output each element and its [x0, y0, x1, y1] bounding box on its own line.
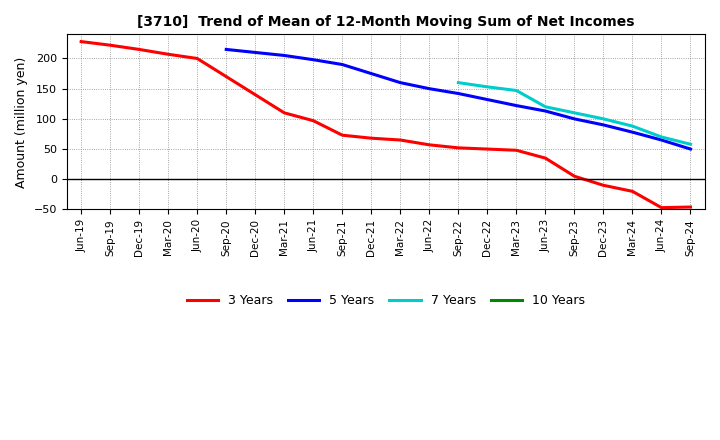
- 3 Years: [222, 74, 230, 79]
- 5 Years: [367, 71, 376, 76]
- 5 Years: [454, 91, 463, 96]
- 7 Years: [657, 134, 666, 139]
- 5 Years: [396, 80, 405, 85]
- 3 Years: [77, 39, 86, 44]
- 3 Years: [193, 56, 202, 61]
- 7 Years: [541, 104, 550, 110]
- 7 Years: [512, 88, 521, 93]
- 3 Years: [425, 142, 433, 147]
- 5 Years: [657, 137, 666, 143]
- 5 Years: [541, 108, 550, 114]
- 5 Years: [222, 47, 230, 52]
- 3 Years: [106, 43, 114, 48]
- 7 Years: [483, 84, 492, 89]
- 5 Years: [686, 147, 695, 152]
- 3 Years: [367, 136, 376, 141]
- Title: [3710]  Trend of Mean of 12-Month Moving Sum of Net Incomes: [3710] Trend of Mean of 12-Month Moving …: [137, 15, 634, 29]
- 7 Years: [686, 142, 695, 147]
- 3 Years: [657, 205, 666, 210]
- 5 Years: [599, 122, 608, 128]
- 5 Years: [309, 57, 318, 62]
- 5 Years: [628, 129, 636, 135]
- Line: 3 Years: 3 Years: [81, 41, 690, 208]
- 5 Years: [251, 50, 260, 55]
- 7 Years: [599, 116, 608, 121]
- 3 Years: [338, 132, 346, 138]
- 3 Years: [570, 174, 579, 179]
- 5 Years: [570, 116, 579, 121]
- 3 Years: [599, 183, 608, 188]
- Line: 5 Years: 5 Years: [226, 49, 690, 149]
- Y-axis label: Amount (million yen): Amount (million yen): [15, 56, 28, 187]
- Legend: 3 Years, 5 Years, 7 Years, 10 Years: 3 Years, 5 Years, 7 Years, 10 Years: [181, 289, 590, 312]
- 3 Years: [512, 148, 521, 153]
- 5 Years: [483, 97, 492, 102]
- 3 Years: [628, 189, 636, 194]
- 5 Years: [425, 86, 433, 92]
- 5 Years: [338, 62, 346, 67]
- 3 Years: [251, 92, 260, 97]
- 3 Years: [396, 137, 405, 143]
- 3 Years: [135, 47, 143, 52]
- 3 Years: [454, 145, 463, 150]
- 3 Years: [483, 147, 492, 152]
- 3 Years: [541, 155, 550, 161]
- 3 Years: [686, 205, 695, 210]
- 7 Years: [628, 124, 636, 129]
- 7 Years: [454, 80, 463, 85]
- 5 Years: [280, 53, 289, 58]
- Line: 7 Years: 7 Years: [459, 83, 690, 144]
- 3 Years: [280, 110, 289, 115]
- 3 Years: [309, 118, 318, 123]
- 5 Years: [512, 103, 521, 108]
- 7 Years: [570, 110, 579, 115]
- 3 Years: [164, 51, 173, 57]
